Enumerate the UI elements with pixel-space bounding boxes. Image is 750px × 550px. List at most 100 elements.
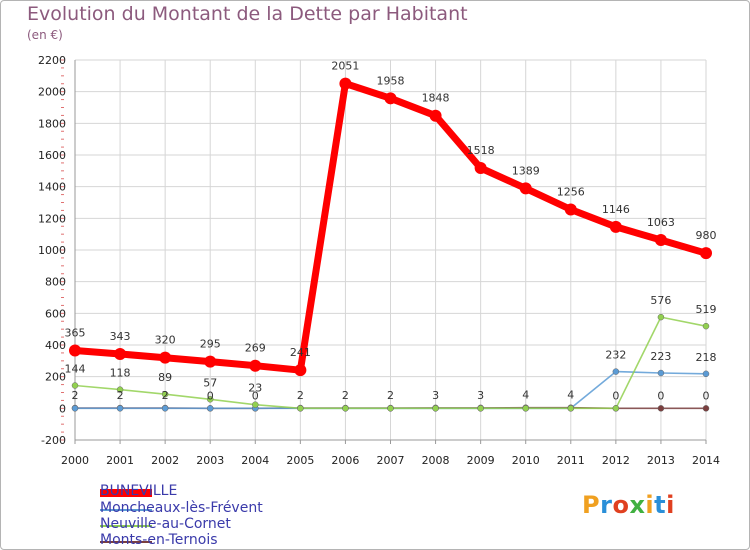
data-point [116,386,124,393]
data-point [384,92,397,105]
y-tick-label: 600 [45,307,66,320]
x-tick-label: 2003 [196,454,224,467]
data-label: 0 [252,389,259,402]
data-point [206,396,214,403]
data-point [612,405,620,412]
data-point [612,368,620,375]
data-label: 2 [342,389,349,402]
y-tick-label: 2200 [38,54,66,67]
data-label: 144 [65,363,86,376]
data-label: 1848 [422,92,450,105]
data-point [702,370,710,378]
y-tick-label: 800 [45,276,66,289]
point-labels: 365 343 320 295 269 2412051195818481518138912… [65,60,717,403]
data-point [297,405,304,412]
data-label: 57 [203,376,217,389]
x-tick-label: 2010 [512,454,540,467]
y-tick-label: 1800 [38,117,66,130]
x-tick-label: 2011 [557,454,585,467]
y-tick-label: -200 [41,434,66,447]
data-label: 365 [65,327,86,340]
data-label: 2 [387,389,394,402]
x-tick-label: 2004 [241,454,269,467]
x-tick-label: 2009 [467,454,495,467]
legend-swatch-neuville [100,525,152,527]
data-label: 118 [110,367,131,380]
data-point [69,344,81,357]
data-point [474,161,487,174]
data-label: 23 [248,382,262,395]
y-tick-label: 1600 [38,149,66,162]
data-label: 1063 [647,216,675,229]
data-label: 343 [110,330,131,343]
x-tick-label: 2014 [692,454,720,467]
data-label: 4 [567,389,574,402]
data-label: 1146 [602,203,630,216]
data-point [339,77,352,90]
legend-swatch-monts [100,541,152,543]
data-label: 0 [703,389,710,402]
data-point [522,405,529,412]
x-tick-label: 2002 [151,454,179,467]
data-point [432,405,439,412]
data-point [700,247,712,260]
y-tick-label: 1400 [38,181,66,194]
data-label: 2 [297,389,304,402]
data-label: 4 [522,389,529,402]
legend-label-buneville: BUNEVILLE [100,483,178,499]
x-tick-label: 2012 [602,454,630,467]
legend-label-monts: Monts-en-Ternois [100,532,218,548]
legend-swatch-moncheaux [100,509,152,511]
data-label: 3 [432,389,439,402]
data-point [702,405,710,412]
data-point [657,405,665,412]
data-label: 2 [72,389,79,402]
data-point [294,364,307,377]
data-point [249,359,262,372]
data-point [519,182,532,195]
legend-label-moncheaux: Moncheaux-lès-Frévent [100,500,263,516]
unit-label: (en €) [27,28,63,42]
data-point [657,313,665,321]
data-label: 980 [696,229,717,242]
data-point [71,382,79,389]
x-tick-label: 2006 [331,454,359,467]
data-point [161,405,169,412]
series-points [69,77,712,412]
data-point [654,234,667,247]
x-tick-label: 2008 [422,454,450,467]
data-label: 320 [155,334,176,347]
data-label: 3 [477,389,484,402]
y-tick-label: 1000 [38,244,66,257]
data-label: 576 [650,294,671,307]
data-point [159,351,172,364]
data-label: 1518 [467,144,495,157]
data-point [114,348,127,361]
y-tick-label: 400 [45,339,66,352]
data-point [609,220,622,233]
data-point [567,405,575,412]
x-tick-label: 2005 [286,454,314,467]
data-label: 2051 [331,60,359,73]
proxiti-logo: Proxiti [582,491,675,519]
data-point [116,405,124,412]
data-point [564,203,577,216]
data-point [477,405,484,412]
chart-title: Evolution du Montant de la Dette par Hab… [27,3,468,25]
legend-label-neuville: Neuville-au-Cornet [100,516,231,532]
data-point [204,355,217,368]
data-label: 218 [696,351,717,364]
data-label: 232 [605,349,626,362]
data-point [657,369,665,377]
y-tick-label: 200 [45,371,66,384]
data-label: 2 [117,389,124,402]
data-point [206,405,214,412]
data-label: 1256 [557,185,585,198]
data-label: 1958 [377,74,405,87]
data-point [252,401,259,408]
data-label: 1389 [512,164,540,177]
data-label: 89 [158,371,172,384]
x-tick-label: 2000 [61,454,89,467]
x-tick-label: 2013 [647,454,675,467]
